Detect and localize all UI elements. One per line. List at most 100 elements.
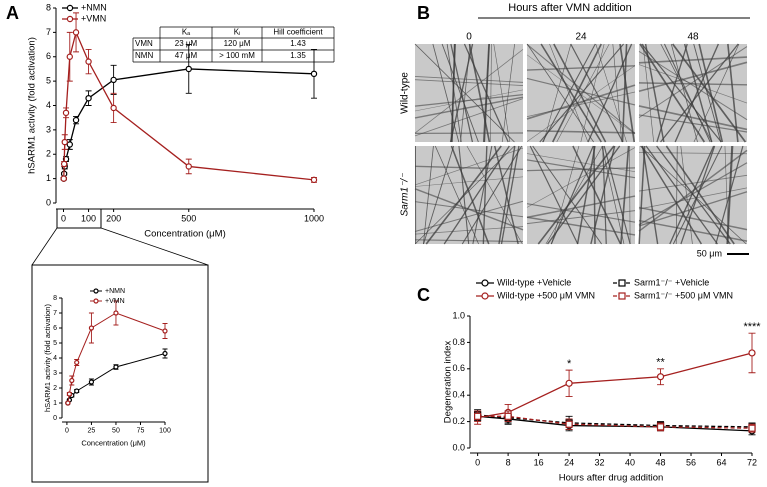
marker (74, 359, 80, 366)
scale-bar-label: 50 μm (697, 248, 722, 258)
table-cell: 23 μM (175, 39, 198, 48)
y-tick-label: 0 (53, 415, 57, 422)
column-label: 24 (575, 32, 587, 43)
x-tick-label: 500 (181, 214, 196, 224)
x-tick-label: 32 (595, 458, 605, 468)
neurite (640, 145, 703, 245)
neurite (446, 43, 462, 143)
y-tick-label: 3 (53, 370, 57, 377)
micrograph (526, 145, 636, 245)
x-tick-label: 0 (61, 214, 66, 224)
significance-label: **** (743, 321, 761, 333)
neurite (526, 43, 594, 143)
neurite (423, 145, 434, 245)
legend-label: +VMN (81, 13, 106, 23)
table-header: Kₐ (182, 28, 191, 37)
y-tick-label: 1.0 (452, 310, 465, 320)
neurite (526, 65, 636, 71)
neurite (443, 145, 510, 245)
x-axis-label: Concentration (μM) (144, 229, 226, 240)
y-axis-label: Degeneration index (443, 341, 454, 424)
significance-label: ** (656, 357, 665, 369)
neurite (601, 145, 625, 245)
marker (72, 29, 80, 36)
legend-marker (618, 279, 626, 287)
panel-title: Hours after VMN addition (508, 2, 632, 14)
x-tick-label: 8 (506, 458, 511, 468)
panel-label: C (417, 285, 430, 305)
neurite (526, 77, 636, 106)
y-tick-label: 0.2 (452, 416, 465, 426)
neurite (580, 43, 605, 143)
neurite (593, 145, 596, 245)
neurite (724, 145, 729, 245)
neurite (638, 206, 748, 231)
y-tick-label: 3 (46, 124, 51, 134)
marker (310, 70, 318, 78)
marker (504, 412, 512, 420)
neurite (660, 43, 713, 143)
x-tick-label: 64 (717, 458, 727, 468)
series-line (477, 352, 753, 419)
x-tick-label: 50 (112, 428, 120, 435)
neurite (526, 153, 636, 172)
neurite (550, 145, 594, 245)
x-axis-label: Hours after drug addition (559, 473, 664, 484)
x-tick-label: 40 (625, 458, 635, 468)
neurite (526, 129, 636, 134)
row-label: Wild-type (400, 72, 411, 114)
y-tick-label: 7 (46, 27, 51, 37)
neurite (644, 43, 665, 143)
x-tick-label: 0 (475, 458, 480, 468)
table-cell: NMN (135, 51, 153, 60)
neurite (450, 43, 474, 143)
neurite (656, 145, 731, 245)
inset-frame (31, 264, 209, 483)
neurite (638, 105, 748, 131)
x-tick-label: 1000 (304, 214, 324, 224)
legend-marker (66, 15, 74, 23)
marker (113, 310, 119, 316)
neurite (726, 145, 734, 245)
panel-label: B (417, 3, 430, 23)
x-tick-label: 56 (686, 458, 696, 468)
neurite (441, 43, 479, 143)
x-tick-label: 16 (534, 458, 544, 468)
neurite (463, 43, 509, 143)
neurite (434, 145, 479, 245)
legend-marker (481, 292, 489, 300)
neurite (526, 147, 636, 208)
neurite (526, 210, 636, 225)
x-tick-label: 48 (656, 458, 666, 468)
x-tick-label: 24 (564, 458, 574, 468)
marker (74, 388, 80, 394)
y-tick-label: 5 (46, 76, 51, 86)
x-tick-label: 100 (159, 428, 171, 435)
neurite (414, 239, 524, 243)
neurite (665, 145, 735, 245)
neurite (698, 43, 724, 143)
y-tick-label: 0.8 (452, 337, 465, 347)
neurite (638, 191, 748, 227)
series-line (63, 30, 315, 181)
marker (474, 412, 482, 420)
neurite (460, 43, 471, 143)
x-tick-label: 25 (88, 428, 96, 435)
neurite (414, 145, 515, 245)
legend-label: Sarm1⁻/⁻ +500 μM VMN (634, 290, 733, 300)
micrograph (526, 43, 636, 143)
neurite (414, 201, 524, 218)
column-label: 0 (466, 32, 472, 43)
panel-label: A (6, 3, 19, 23)
neurite (466, 145, 523, 245)
neurite (414, 226, 524, 235)
neurite (672, 145, 723, 245)
y-tick-label: 8 (53, 295, 57, 302)
y-tick-label: 4 (46, 100, 51, 110)
series-line (67, 353, 166, 404)
y-tick-label: 2 (46, 149, 51, 159)
neurite (414, 96, 524, 119)
row-label: Sarm1⁻/⁻ (400, 173, 411, 217)
x-tick-label: 72 (747, 458, 757, 468)
